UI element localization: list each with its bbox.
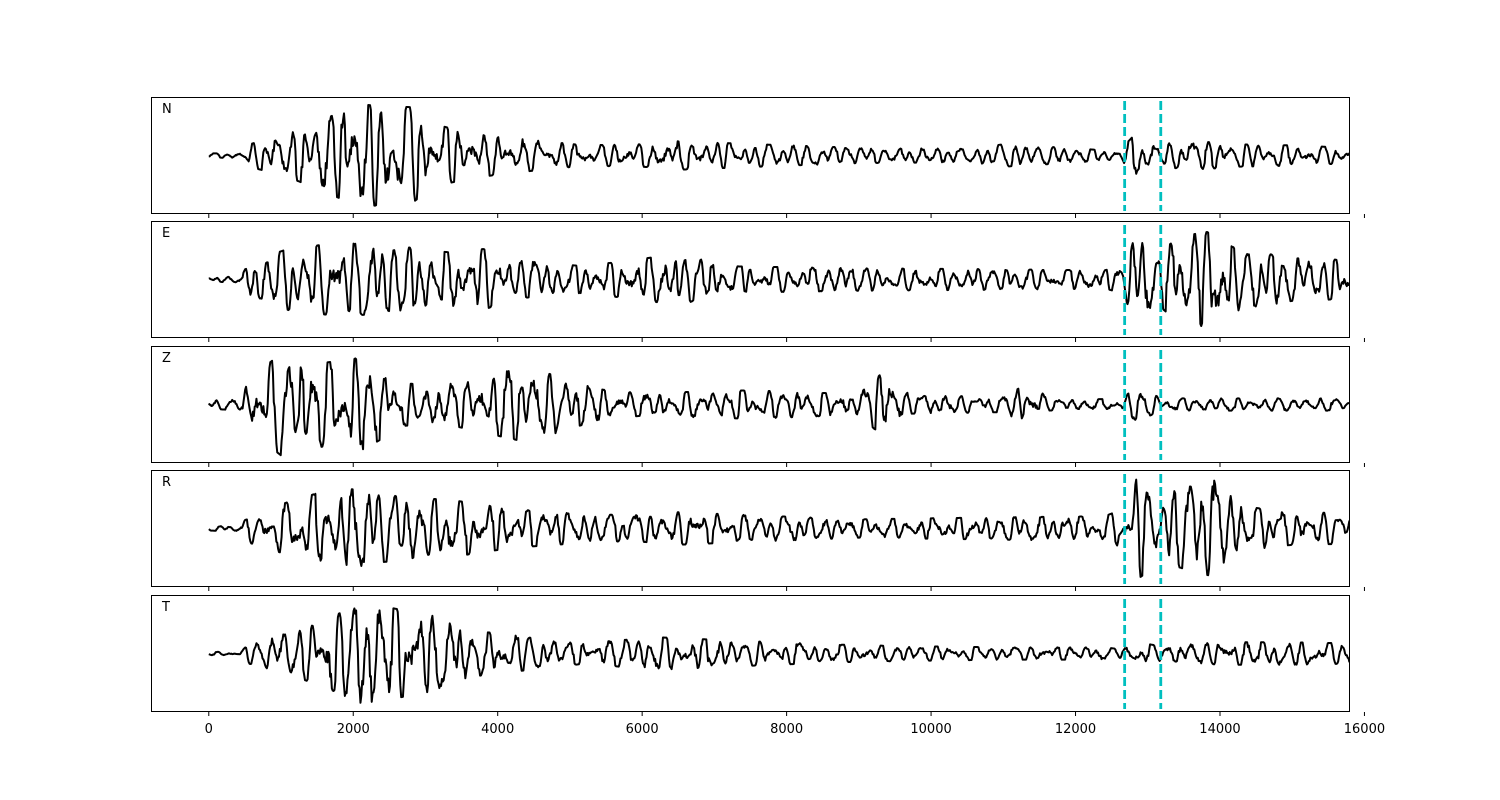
waveform-z [207,357,1350,457]
panel-r: R [151,470,1365,591]
waveform-t [208,607,1350,704]
panel-e: E [151,221,1365,342]
panels-group: N E Z R T [151,97,1365,716]
panel-n: N [151,97,1365,218]
panel-label: Z [162,351,171,366]
panel-label: T [161,600,170,615]
x-tick-label: 14000 [1199,722,1240,737]
waveform-e [208,231,1350,328]
panel-frame [151,346,1350,463]
panel-frame [151,221,1350,338]
x-axis: 0 2000 4000 6000 8000 10000 12000 14000 16000 [205,722,1385,737]
panel-label: R [162,475,171,490]
waveform-n [208,104,1350,207]
x-tick-label: 10000 [910,722,951,737]
panel-label: E [162,226,170,241]
x-tick-label: 12000 [1055,722,1096,737]
x-tick-label: 6000 [626,722,659,737]
x-tick-label: 0 [205,722,213,737]
panel-frame [151,595,1350,712]
x-tick-label: 2000 [337,722,370,737]
panel-t: T [151,595,1365,716]
x-tick-label: 4000 [481,722,514,737]
panel-frame [151,97,1350,214]
waveform-r [208,478,1350,578]
panel-z: Z [151,346,1365,467]
x-tick-label: 16000 [1344,722,1385,737]
x-tick-label: 8000 [770,722,803,737]
panel-frame [151,470,1350,587]
panel-label: N [162,102,172,117]
